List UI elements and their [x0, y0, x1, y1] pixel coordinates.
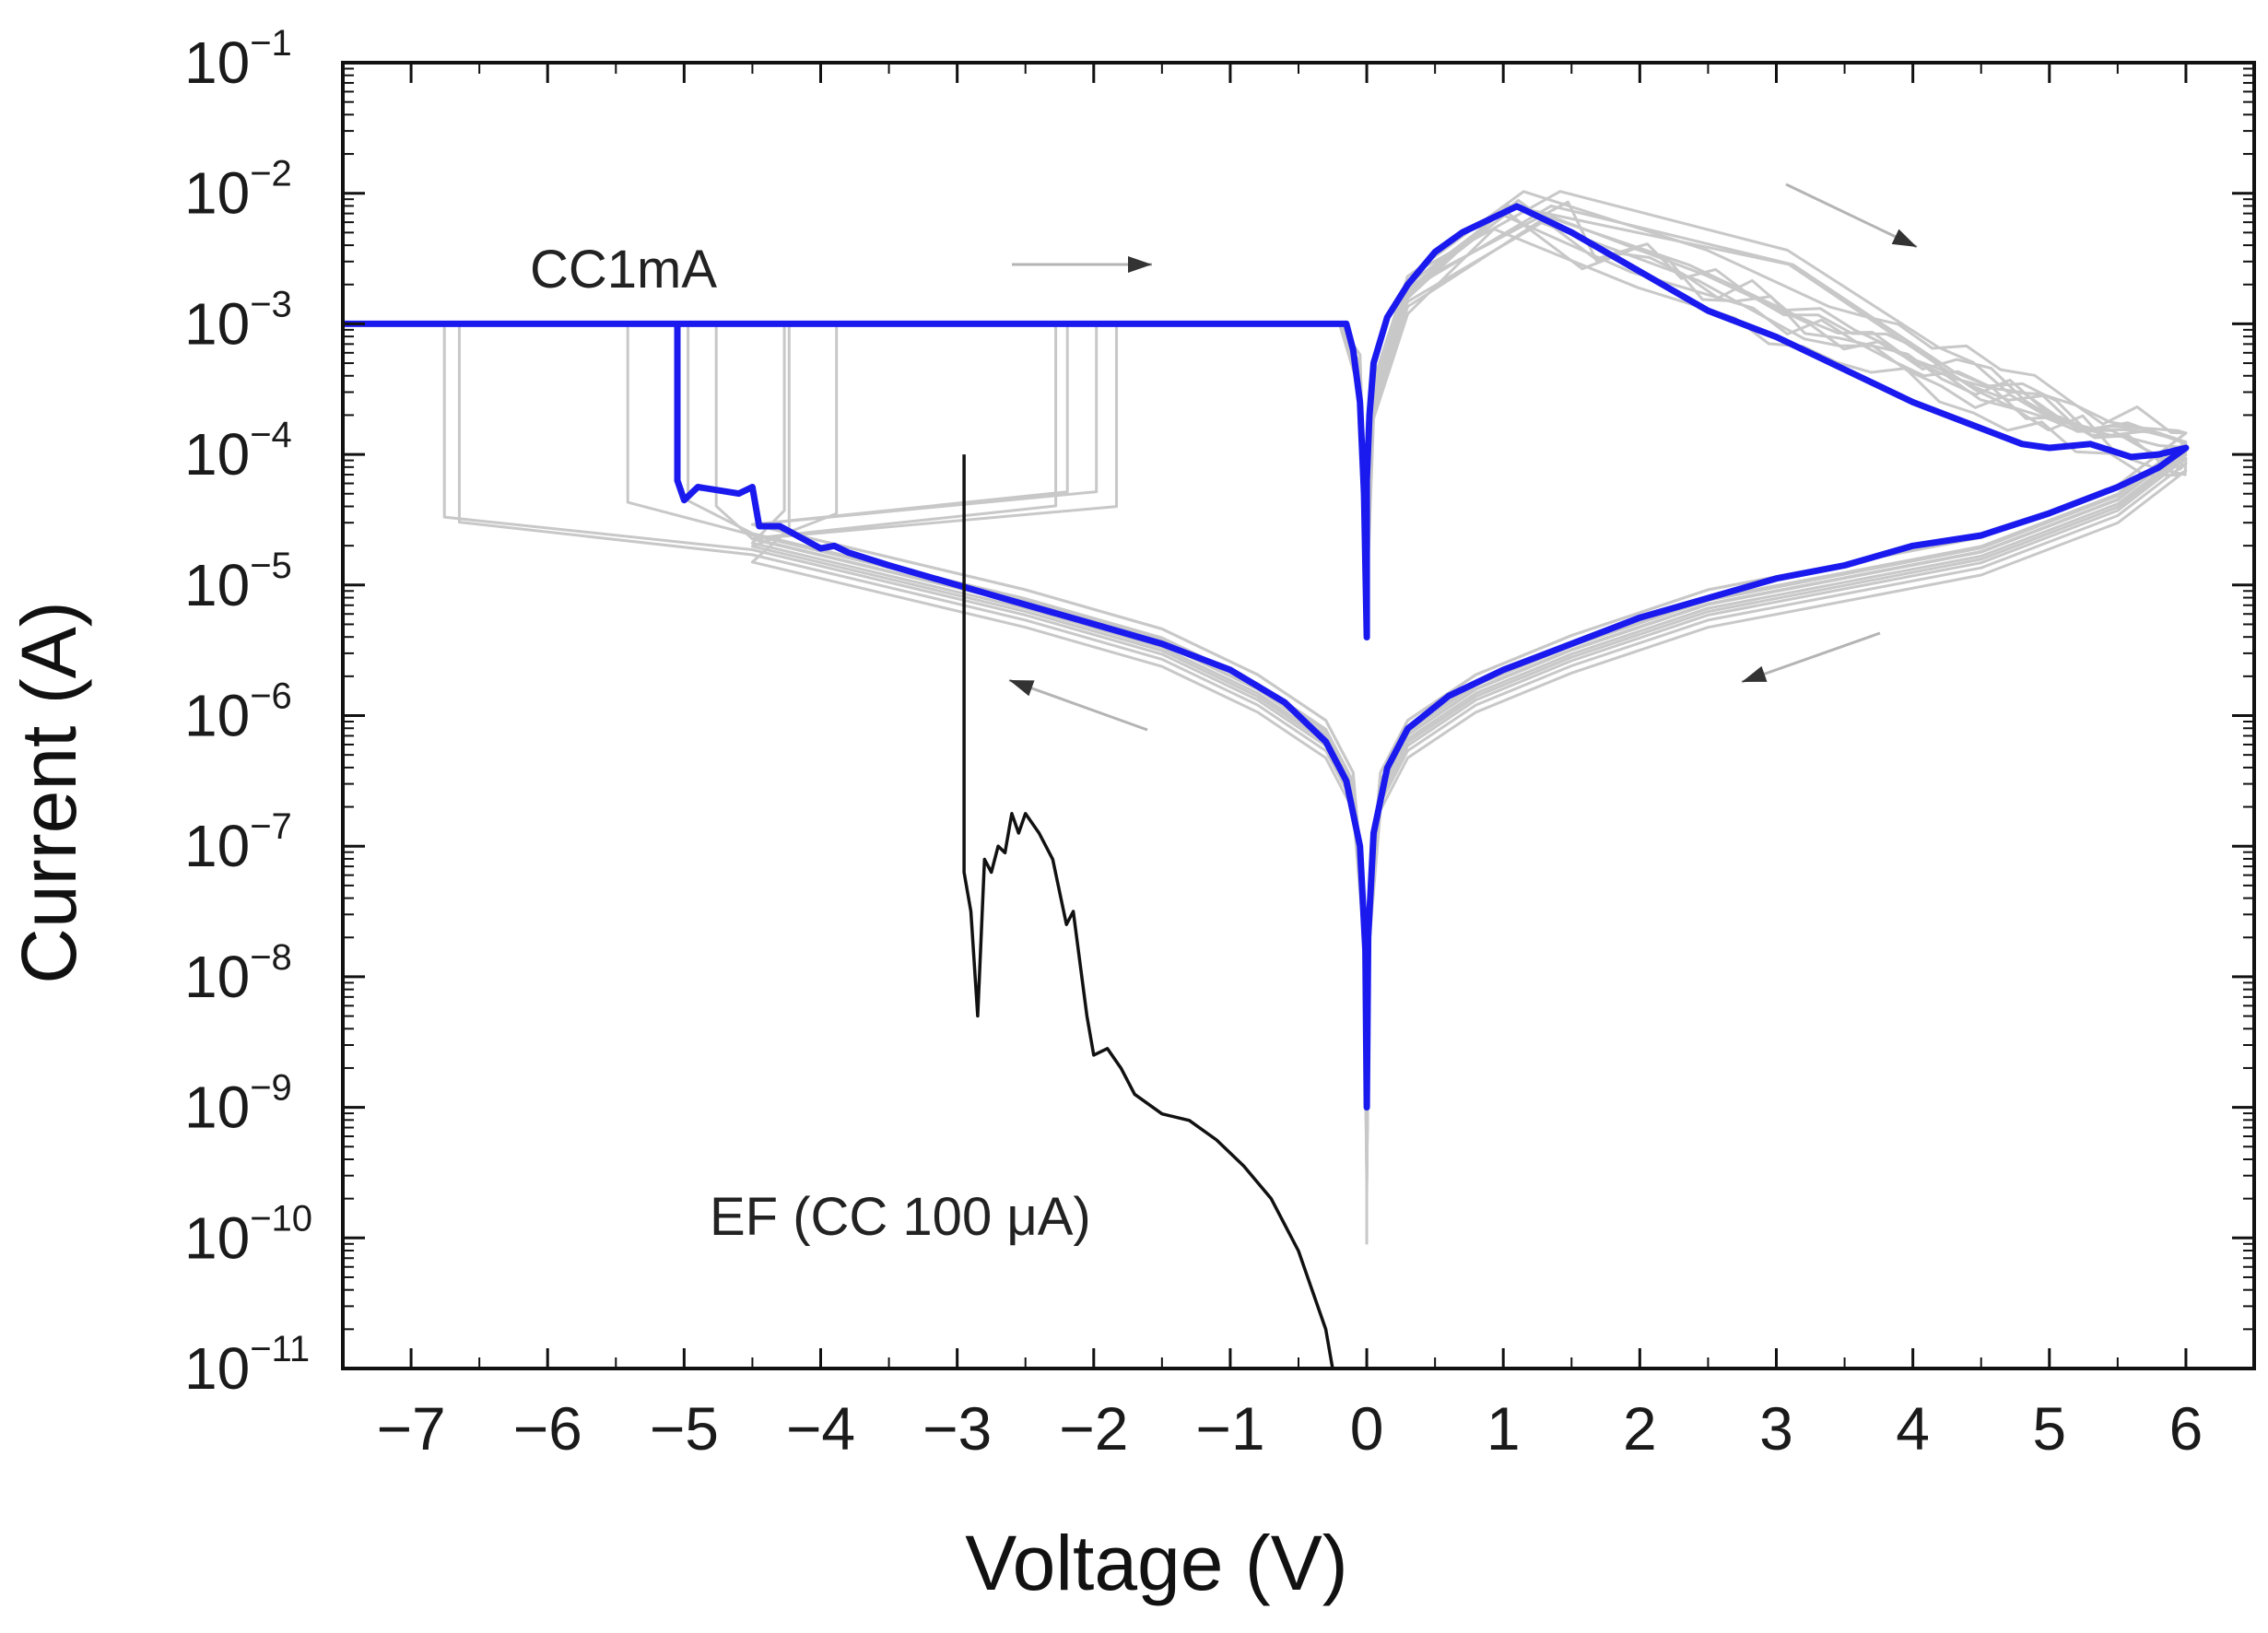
grey-cycle-line — [734, 228, 2188, 1191]
x-axis-title: Voltage (V) — [965, 1520, 1348, 1606]
sweep-arrow-return-positive-head — [1742, 665, 1768, 682]
x-tick-label: 6 — [2169, 1394, 2203, 1463]
x-tick-label: −5 — [650, 1394, 719, 1463]
x-tick-label: −7 — [376, 1394, 445, 1463]
x-tick-label: −3 — [922, 1394, 992, 1463]
x-tick-label: 5 — [2032, 1394, 2066, 1463]
sweep-arrow-forward-positive — [1785, 182, 1918, 249]
y-tick-label: 10−4 — [184, 415, 292, 488]
y-tick-label: 10−9 — [184, 1068, 292, 1141]
grey-cycle-line — [405, 220, 2188, 1183]
y-tick-label: 10−8 — [184, 937, 292, 1010]
highlighted-cycle-line — [343, 203, 2190, 1111]
x-tick-label: −2 — [1059, 1394, 1128, 1463]
x-tick-label: −4 — [786, 1394, 855, 1463]
y-tick-label: 10−3 — [184, 284, 292, 357]
y-axis-title: Current (A) — [6, 601, 92, 983]
cc-label: CC1mA — [530, 240, 717, 300]
x-tick-label: 0 — [1350, 1394, 1384, 1463]
y-tick-label: 10−11 — [184, 1329, 310, 1402]
sweep-arrow-forward-positive-head — [1891, 229, 1917, 247]
x-tick-label: 1 — [1487, 1394, 1521, 1463]
annotations-group: CC1mA EF (CC 100 μA) — [530, 240, 1091, 1247]
x-tick-label: −6 — [513, 1394, 582, 1463]
x-tick-label: 2 — [1623, 1394, 1657, 1463]
grey-cycle-line — [389, 215, 2188, 1179]
sweep-arrow-return-negative-head — [1009, 680, 1035, 697]
sweep-arrow-return-negative — [1008, 678, 1148, 732]
series-group — [343, 203, 2190, 1369]
x-tick-label: −1 — [1195, 1394, 1264, 1463]
grey-cycle-line — [662, 204, 2188, 1168]
y-tick-label: 10−6 — [184, 676, 292, 749]
y-tick-label: 10−7 — [184, 806, 292, 879]
y-tick-label: 10−1 — [184, 23, 292, 96]
sweep-arrows-group — [1008, 182, 1918, 732]
ef-label: EF (CC 100 μA) — [710, 1187, 1091, 1247]
axes-group: −7 −6 −5 −4 −3 −2 −1 0 1 2 3 4 5 6 10−1 10−2 10−3 10−4 10−… — [184, 23, 2256, 1463]
y-tick-label: 10−5 — [184, 546, 292, 618]
x-tick-label: 3 — [1759, 1394, 1793, 1463]
y-tick-label: 10−2 — [184, 154, 292, 227]
x-tick-label: 4 — [1896, 1394, 1930, 1463]
y-tick-label: 10−10 — [184, 1198, 312, 1271]
sweep-arrow-return-positive — [1741, 631, 1881, 684]
sweep-arrow-forward-negative-head — [1128, 256, 1152, 273]
ef-curve-line — [962, 454, 1334, 1369]
